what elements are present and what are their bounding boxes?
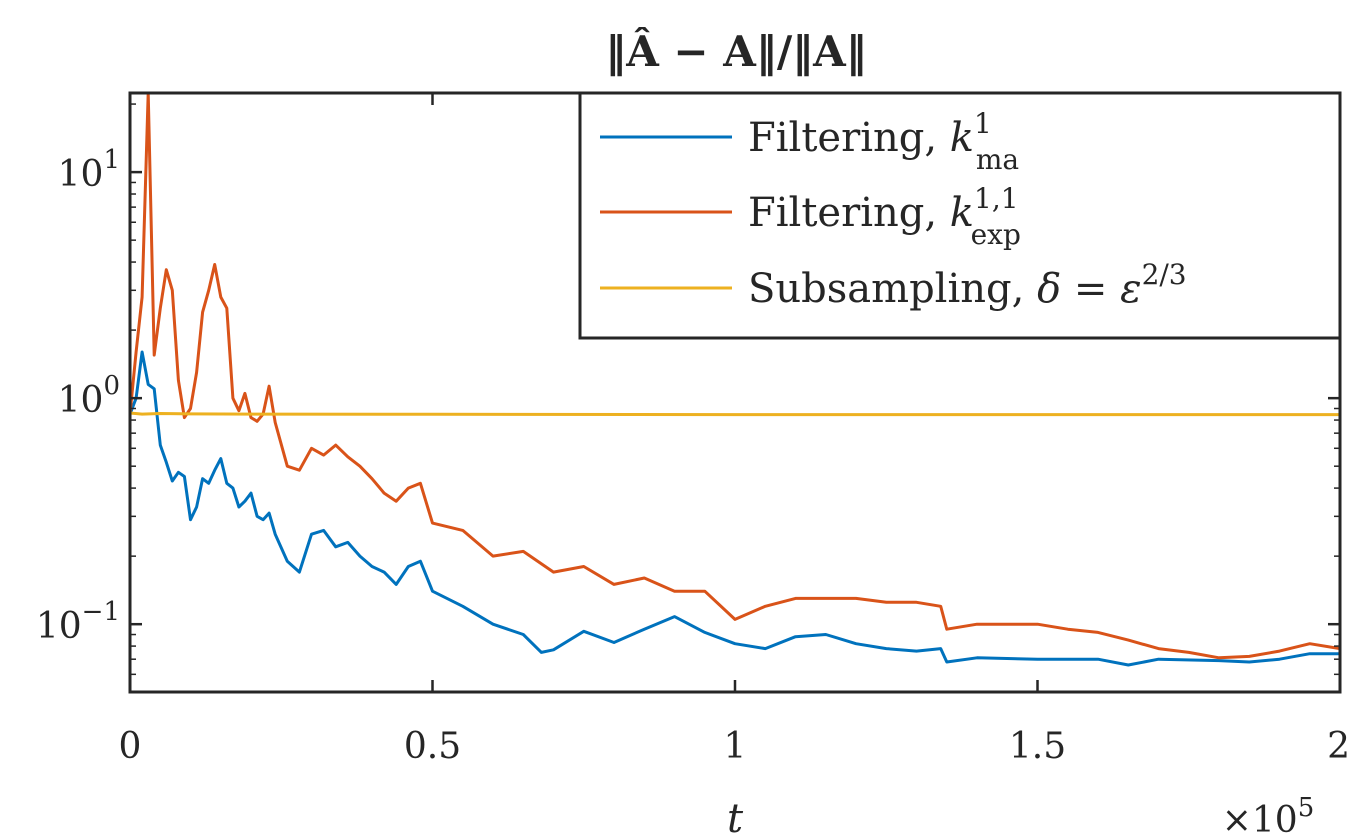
plot-lines xyxy=(128,91,1341,667)
y-tick-exp: −1 xyxy=(82,597,120,627)
legend-label-text: Filtering, xyxy=(748,190,950,236)
x-multiplier-exp: 5 xyxy=(1298,793,1315,823)
legend-label-var: k xyxy=(950,190,974,236)
x-multiplier: ×105 xyxy=(1222,793,1315,840)
legend-label-1: Filtering, k1,1 exp xyxy=(748,182,1021,251)
y-tick-label-1: 100 xyxy=(58,371,120,421)
y-tick-base: 10 xyxy=(58,154,104,195)
y-tick-exp: 0 xyxy=(103,371,120,401)
x-axis-label: t xyxy=(727,796,744,840)
x-tick-label-0: 0 xyxy=(119,726,142,767)
y-tick-base: 10 xyxy=(58,380,104,421)
series-line-2 xyxy=(129,411,1340,417)
legend-label-2: Subsampling, δ = ε2/3 xyxy=(748,258,1187,312)
series-line-1 xyxy=(128,91,1341,660)
y-tick-exp: 1 xyxy=(103,145,120,175)
legend-label-sup: 1,1 xyxy=(974,182,1019,215)
legend-label-sub: ma xyxy=(976,143,1019,176)
legend-label-var: δ = ε xyxy=(1037,266,1142,312)
legend-label-var: k xyxy=(950,115,974,161)
x-tick-label-4: 2 xyxy=(1327,726,1350,767)
y-tick-label-2: 10−1 xyxy=(36,597,120,647)
x-multiplier-base: ×10 xyxy=(1222,800,1298,840)
legend-label-sup: 1 xyxy=(974,107,992,140)
legend-label-text: Filtering, xyxy=(748,115,950,161)
x-tick-label-1: 0.5 xyxy=(404,726,461,767)
x-tick-label-3: 1.5 xyxy=(1009,726,1066,767)
legend-label-text: Subsampling, xyxy=(748,266,1037,312)
legend-label-sup: 2/3 xyxy=(1142,258,1187,291)
y-tick-base: 10 xyxy=(36,606,82,647)
legend-box xyxy=(578,91,1342,340)
chart-title: ‖Â − A‖/‖A‖ xyxy=(605,26,867,76)
legend-label-sub: exp xyxy=(971,218,1021,251)
legend-label-0: Filtering, k1 ma xyxy=(748,107,1019,176)
series-line-0 xyxy=(128,350,1340,667)
y-tick-label-0: 101 xyxy=(58,145,120,195)
x-tick-labels: 0 0.5 1 1.5 2 xyxy=(119,726,1350,767)
x-tick-label-2: 1 xyxy=(724,726,747,767)
